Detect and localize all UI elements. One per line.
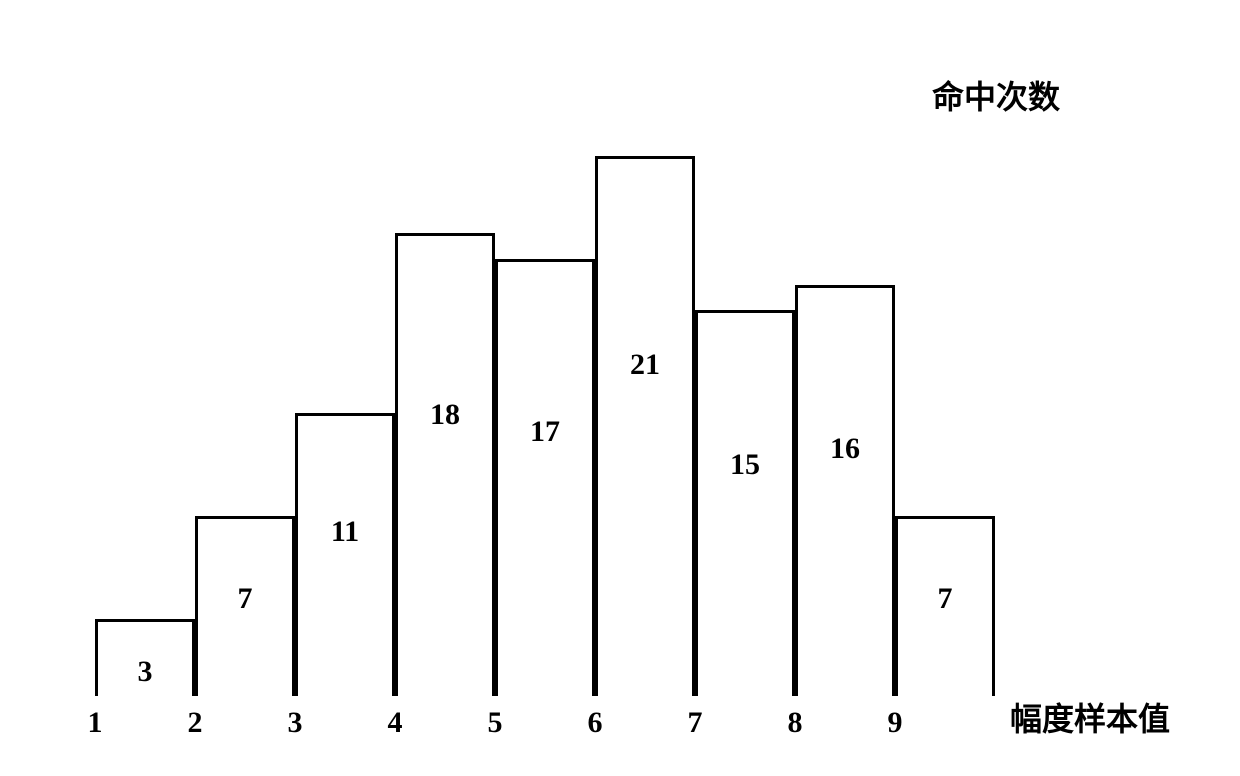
x-tick-label: 2	[175, 706, 215, 740]
histogram-chart: 371118172115167 命中次数 幅度样本值 123456789	[0, 0, 1240, 776]
bar-value: 16	[798, 432, 892, 466]
bar: 15	[695, 310, 795, 696]
bar-value: 7	[898, 582, 992, 616]
bar-value: 7	[198, 582, 292, 616]
bar: 11	[295, 413, 395, 696]
bar-value: 11	[298, 515, 392, 549]
x-tick-label: 4	[375, 706, 415, 740]
x-tick-label: 1	[75, 706, 115, 740]
bar: 3	[95, 619, 195, 696]
bar-value: 17	[498, 415, 592, 449]
x-tick-label: 6	[575, 706, 615, 740]
legend-label: 命中次数	[932, 72, 1060, 118]
bar: 17	[495, 259, 595, 696]
plot-area: 371118172115167	[95, 136, 995, 696]
x-tick-label: 3	[275, 706, 315, 740]
bar: 18	[395, 233, 495, 696]
bar: 7	[895, 516, 995, 696]
x-tick-label: 8	[775, 706, 815, 740]
bar: 21	[595, 156, 695, 696]
bar: 7	[195, 516, 295, 696]
bar: 16	[795, 285, 895, 696]
bar-value: 18	[398, 398, 492, 432]
bar-value: 21	[598, 348, 692, 382]
bar-value: 15	[698, 448, 792, 482]
bar-value: 3	[98, 655, 192, 689]
x-tick-label: 5	[475, 706, 515, 740]
x-tick-label: 7	[675, 706, 715, 740]
x-tick-label: 9	[875, 706, 915, 740]
x-axis-title: 幅度样本值	[1010, 694, 1170, 740]
